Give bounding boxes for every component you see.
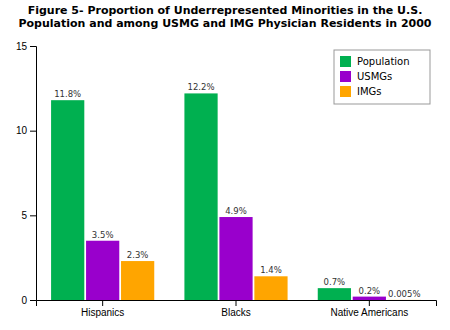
title-line: Population and among USMG and IMG Physic… — [18, 17, 431, 30]
y-tick: 10 — [16, 125, 36, 136]
data-label: 11.8% — [54, 89, 81, 99]
y-axis-line — [30, 47, 37, 301]
legend-item: IMGs — [340, 86, 382, 97]
bar — [318, 288, 351, 300]
y-axis: 0 5 10 15 — [16, 41, 37, 306]
plot: 11.8% 12.2% 0.7% 3.5% 4.9% 0.2% 2.3% 1.4% 0.005%… — [16, 41, 437, 318]
legend-label: IMGs — [357, 86, 382, 97]
x-tick-label: Native Americans — [330, 307, 408, 318]
x-tick: Native Americans — [330, 300, 408, 318]
y-tick: 15 — [16, 41, 36, 52]
data-labels: 11.8% 12.2% 0.7% 3.5% 4.9% 0.2% 2.3% 1.4% 0.005% — [54, 82, 420, 299]
bar — [219, 217, 252, 300]
legend-item: USMGs — [340, 71, 392, 82]
x-tick: Blacks — [221, 300, 250, 318]
data-label: 0.005% — [388, 289, 420, 299]
y-tick-mark — [30, 46, 36, 47]
x-axis: Hispanics Blacks Native Americans — [37, 300, 437, 318]
y-tick-mark — [30, 215, 36, 216]
legend-label: USMGs — [357, 71, 392, 82]
data-label: 3.5% — [92, 230, 114, 240]
bar — [184, 93, 217, 300]
series-bars — [51, 93, 351, 300]
bar — [254, 276, 287, 300]
legend-box — [334, 50, 430, 104]
y-tick: 5 — [21, 210, 36, 221]
y-tick: 0 — [21, 295, 36, 306]
legend-swatch — [340, 86, 351, 97]
y-tick-mark — [30, 300, 36, 301]
x-tick-mark — [236, 300, 237, 306]
data-label: 1.4% — [260, 265, 282, 275]
data-label: 12.2% — [188, 82, 215, 92]
bar — [51, 100, 84, 300]
y-tick-label: 5 — [21, 210, 27, 221]
x-axis-line — [37, 301, 437, 307]
y-tick-label: 15 — [16, 41, 28, 52]
bars — [51, 93, 421, 300]
x-tick: Hispanics — [81, 300, 124, 318]
x-tick-label: Blacks — [221, 307, 250, 318]
x-tick-mark — [369, 300, 370, 306]
x-tick-label: Hispanics — [81, 307, 124, 318]
legend: Population USMGs IMGs — [334, 50, 430, 104]
title-line: Figure 5- Proportion of Underrepresented… — [28, 4, 423, 17]
data-label: 0.2% — [359, 286, 381, 296]
legend-swatch — [340, 71, 351, 82]
y-tick-label: 10 — [16, 125, 28, 136]
series-bars — [121, 261, 421, 300]
bar — [121, 261, 154, 300]
data-label: 4.9% — [225, 206, 247, 216]
legend-swatch — [340, 56, 351, 67]
series-bars — [86, 217, 386, 300]
bar — [388, 299, 421, 300]
y-tick-label: 0 — [21, 295, 27, 306]
legend-item: Population — [340, 56, 410, 67]
y-tick-mark — [30, 131, 36, 132]
data-label: 2.3% — [127, 250, 149, 260]
bar — [353, 297, 386, 300]
chart: Figure 5- Proportion of Underrepresented… — [0, 0, 450, 330]
title: Figure 5- Proportion of Underrepresented… — [18, 4, 431, 30]
bar — [86, 241, 119, 300]
x-tick-mark — [102, 300, 103, 306]
data-label: 0.7% — [324, 277, 346, 287]
legend-label: Population — [357, 56, 410, 67]
